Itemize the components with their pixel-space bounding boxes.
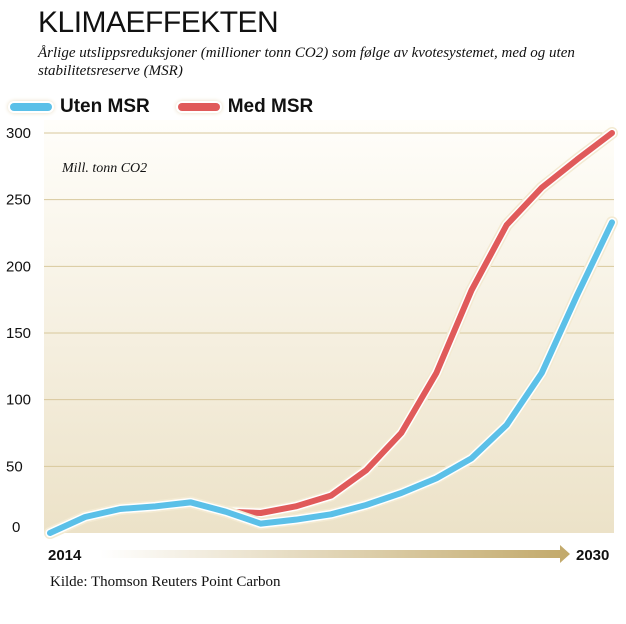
- chart-title: KLIMAEFFEKTEN: [38, 6, 279, 39]
- y-tick-label: 150: [6, 325, 31, 342]
- y-tick-label: 100: [6, 392, 31, 409]
- unit-label: Mill. tonn CO2: [61, 161, 147, 176]
- legend: Uten MSR Med MSR: [10, 96, 313, 118]
- plot-background: [44, 120, 614, 533]
- legend-item-med-msr: Med MSR: [177, 96, 314, 118]
- x-tick-label: 2030: [576, 547, 609, 564]
- y-tick-label: 250: [6, 192, 31, 209]
- x-tick-label: 2014: [48, 547, 82, 564]
- chart-subtitle: Årlige utslippsreduksjoner (millioner to…: [38, 45, 575, 79]
- y-tick-label: 0: [12, 519, 20, 536]
- y-tick-label: 300: [6, 125, 31, 142]
- legend-swatch-blue: [10, 103, 52, 111]
- y-tick-label: 50: [6, 458, 23, 475]
- source-note: Kilde: Thomson Reuters Point Carbon: [50, 574, 281, 590]
- legend-label: Uten MSR: [60, 96, 150, 117]
- y-tick-label: 200: [6, 258, 31, 275]
- legend-item-uten-msr: Uten MSR: [10, 96, 150, 118]
- legend-label: Med MSR: [227, 96, 314, 117]
- time-arrow: [100, 545, 570, 563]
- legend-swatch-red: [177, 103, 220, 111]
